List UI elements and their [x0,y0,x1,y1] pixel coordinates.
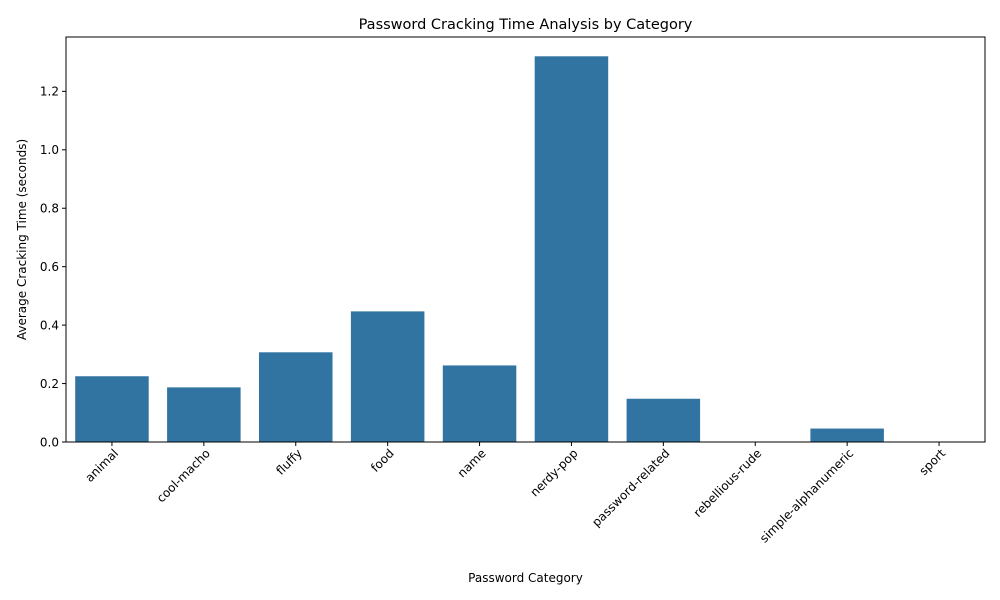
x-axis-label: Password Category [468,571,583,585]
y-axis-label: Average Cracking Time (seconds) [15,139,29,340]
bar-cool-macho [167,387,241,442]
bars-group [75,56,884,442]
y-tick-label: 1.2 [40,85,59,99]
y-tick-label: 1.0 [40,143,59,157]
bar-name [442,365,517,442]
bar-nerdy-pop [534,56,609,442]
y-axis-ticks: 0.0 0.2 0.4 0.6 0.8 1.0 1.2 [40,85,66,449]
bar-simple-alphanumeric [810,428,884,442]
bar-fluffy [258,352,333,442]
plot-frame [65,36,986,443]
bar-animal [75,376,149,442]
bar-password-related [626,398,701,442]
y-tick-label: 0.8 [40,202,59,216]
y-tick-label: 0.2 [40,377,59,391]
chart-title: Password Cracking Time Analysis by Categ… [359,17,693,33]
bar-food [350,311,425,442]
y-tick-label: 0.6 [40,260,59,274]
y-tick-label: 0.4 [40,318,59,332]
y-tick-label: 0.0 [40,435,59,449]
